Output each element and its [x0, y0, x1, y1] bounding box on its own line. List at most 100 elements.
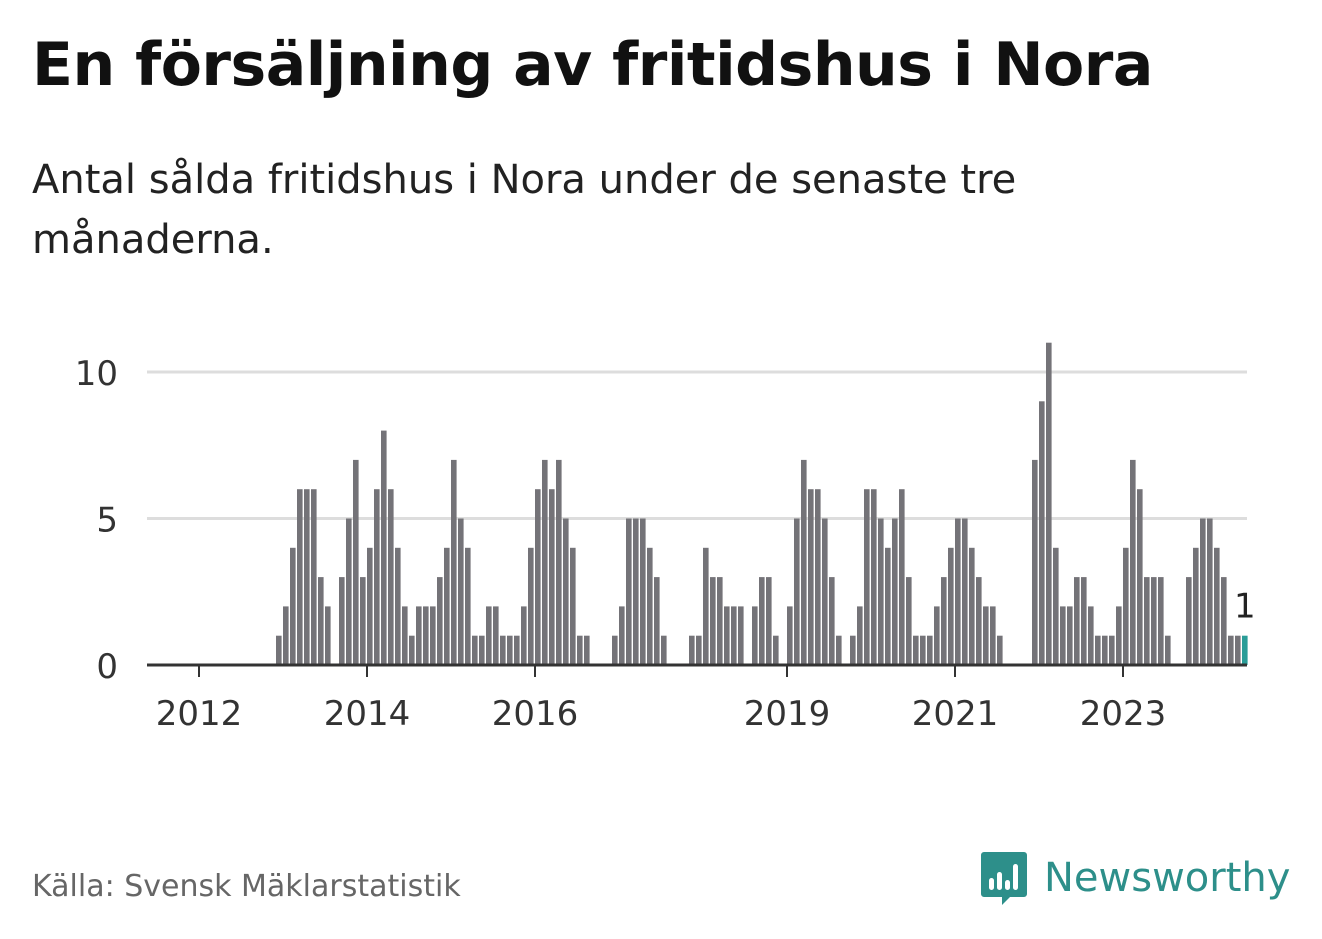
bar: [724, 606, 730, 665]
bar: [500, 635, 506, 665]
bar: [1144, 577, 1150, 665]
bar: [388, 489, 394, 665]
bar: [626, 518, 632, 665]
bar: [934, 606, 940, 665]
bar: [808, 489, 814, 665]
bar: [689, 635, 695, 665]
bar: [990, 606, 996, 665]
bar: [290, 547, 296, 665]
bar: [612, 635, 618, 665]
bar: [479, 635, 485, 665]
y-tick-label: 10: [75, 354, 118, 394]
chart-title: En försäljning av fritidshus i Nora: [32, 30, 1153, 100]
bar: [941, 577, 947, 665]
brand-name: Newsworthy: [1044, 855, 1291, 901]
bar: [535, 489, 541, 665]
bar: [969, 547, 975, 665]
bar: [696, 635, 702, 665]
bar: [451, 459, 457, 665]
highlight-value-label: 1: [1234, 587, 1256, 627]
bar: [318, 577, 324, 665]
bar: [1200, 518, 1206, 665]
bar: [1235, 635, 1241, 665]
bar: [773, 635, 779, 665]
bar: [542, 459, 548, 665]
chart-subtitle: Antal sålda fritidshus i Nora under de s…: [32, 157, 1017, 263]
bar: [955, 518, 961, 665]
bar: [731, 606, 737, 665]
bar: [570, 547, 576, 665]
bar: [619, 606, 625, 665]
x-tick-label: 2016: [492, 694, 579, 734]
bar: [983, 606, 989, 665]
bar: [927, 635, 933, 665]
bar: [1060, 606, 1066, 665]
bar: [521, 606, 527, 665]
bar: [1081, 577, 1087, 665]
bar: [948, 547, 954, 665]
bar: [1165, 635, 1171, 665]
bar: [640, 518, 646, 665]
bar: [717, 577, 723, 665]
bar: [549, 489, 555, 665]
bar: [850, 635, 856, 665]
bar: [1123, 547, 1129, 665]
brand-logo: Newsworthy: [980, 850, 1290, 906]
bar: [1151, 577, 1157, 665]
bar: [367, 547, 373, 665]
bar: [346, 518, 352, 665]
bar: [661, 635, 667, 665]
bar: [304, 489, 310, 665]
bar: [1088, 606, 1094, 665]
bar: [1193, 547, 1199, 665]
bar: [423, 606, 429, 665]
bar: [647, 547, 653, 665]
bar: [1039, 401, 1045, 665]
bar: [1137, 489, 1143, 665]
bar: [878, 518, 884, 665]
bar: [920, 635, 926, 665]
x-tick-label: 2023: [1080, 694, 1167, 734]
bar: [871, 489, 877, 665]
bar: [997, 635, 1003, 665]
bar: [654, 577, 660, 665]
bar: [1074, 577, 1080, 665]
bar: [864, 489, 870, 665]
bar: [360, 577, 366, 665]
bar: [1228, 635, 1234, 665]
bar: [325, 606, 331, 665]
bar: [1130, 459, 1136, 665]
bar: [472, 635, 478, 665]
bar: [528, 547, 534, 665]
bar: [374, 489, 380, 665]
bar: [962, 518, 968, 665]
bar: [815, 489, 821, 665]
bar: [1221, 577, 1227, 665]
bar: [766, 577, 772, 665]
y-tick-label: 5: [96, 501, 118, 541]
bar: [465, 547, 471, 665]
bar: [409, 635, 415, 665]
bar: [829, 577, 835, 665]
bar: [514, 635, 520, 665]
bar: [507, 635, 513, 665]
bar: [563, 518, 569, 665]
bar: [1067, 606, 1073, 665]
x-tick-label: 2012: [156, 694, 243, 734]
bar: [493, 606, 499, 665]
bar: [283, 606, 289, 665]
highlighted-bar: [1242, 635, 1248, 665]
bar: [339, 577, 345, 665]
bar: [906, 577, 912, 665]
bar: [1214, 547, 1220, 665]
bar: [486, 606, 492, 665]
bar: [738, 606, 744, 665]
bar: [857, 606, 863, 665]
bar: [395, 547, 401, 665]
bar: [577, 635, 583, 665]
bar: [276, 635, 282, 665]
newsworthy-logo-icon: [981, 852, 1027, 905]
bar-chart: 0 5 10 2012 2014 2016 2019 2021 2023 1: [75, 342, 1256, 734]
bar: [416, 606, 422, 665]
bar: [584, 635, 590, 665]
